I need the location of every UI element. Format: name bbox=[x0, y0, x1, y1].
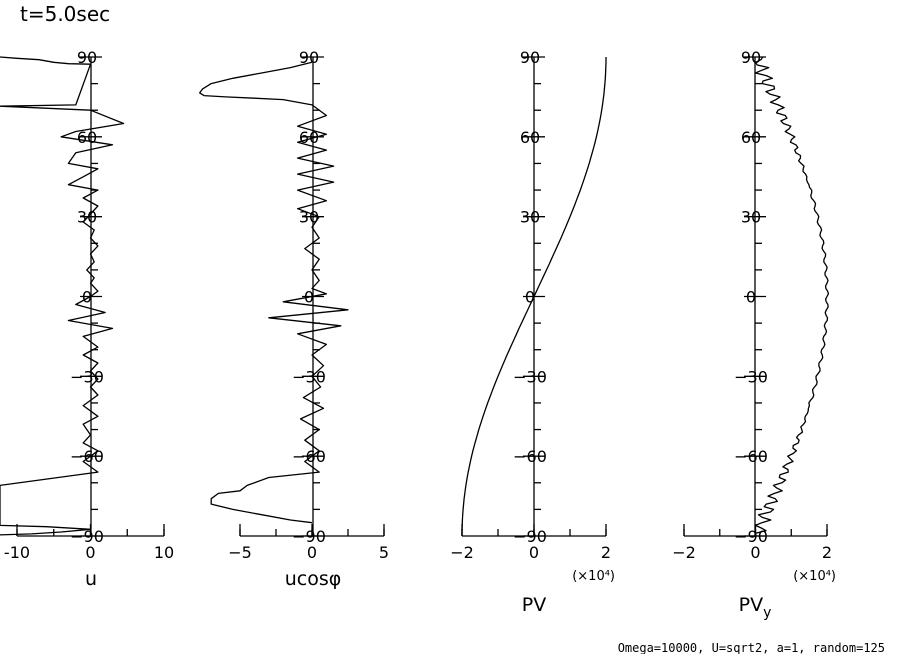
ucos-y-tick-label: 30 bbox=[299, 208, 319, 227]
pv-y-tick-label: 0 bbox=[525, 288, 535, 307]
pv-x-tick-label: 2 bbox=[601, 543, 611, 562]
pv-series-line bbox=[461, 57, 607, 536]
u-x-tick-label: 10 bbox=[154, 543, 174, 562]
u-y-tick-label: 90 bbox=[77, 48, 97, 67]
pv-y-tick-label: −30 bbox=[513, 367, 547, 386]
pvy-x-tick-label: −2 bbox=[672, 543, 696, 562]
ucos-series-line bbox=[199, 61, 349, 524]
pvy-y-tick-label: 0 bbox=[746, 288, 756, 307]
pvy-multiplier: (×10⁴) bbox=[793, 569, 836, 584]
pvy-y-tick-label: −60 bbox=[734, 447, 768, 466]
u-x-tick-label: -10 bbox=[4, 543, 30, 562]
ucos-x-tick-label: −5 bbox=[228, 543, 252, 562]
ucos-x-tick-label: 5 bbox=[379, 543, 389, 562]
pv-x-label: PV bbox=[522, 594, 546, 616]
ucos-y-tick-label: 90 bbox=[299, 48, 319, 67]
u-y-tick-label: −30 bbox=[70, 367, 104, 386]
u-y-tick-label: −60 bbox=[70, 447, 104, 466]
pvy-x-tick-label: 0 bbox=[750, 543, 760, 562]
pv-y-tick-label: 30 bbox=[520, 208, 540, 227]
u-series-line bbox=[0, 56, 125, 536]
pvy-y-tick-label: −30 bbox=[734, 367, 768, 386]
ucos-y-tick-label: 60 bbox=[299, 128, 319, 147]
ucos-x-label: ucosφ bbox=[285, 568, 342, 590]
pvy-series-line bbox=[754, 56, 830, 536]
pv-y-tick-label: −60 bbox=[513, 447, 547, 466]
pvy-x-tick-label: 2 bbox=[822, 543, 832, 562]
ucos-x-tick-label: 0 bbox=[307, 543, 317, 562]
pv-multiplier: (×10⁴) bbox=[572, 569, 615, 584]
footer-parameters: Omega=10000, U=sqrt2, a=1, random=125 bbox=[618, 641, 885, 654]
pv-y-tick-label: 60 bbox=[520, 128, 540, 147]
pvy-x-label: PVy bbox=[739, 594, 772, 621]
pvy-y-tick-label: 90 bbox=[741, 48, 761, 67]
pv-y-tick-label: 90 bbox=[520, 48, 540, 67]
u-x-label: u bbox=[85, 568, 97, 590]
figure-title: t=5.0sec bbox=[20, 2, 110, 26]
pvy-x-label-subscript: y bbox=[763, 605, 771, 621]
ucos-y-tick-label: −30 bbox=[292, 367, 326, 386]
u-y-tick-label: 0 bbox=[82, 288, 92, 307]
pv-x-tick-label: −2 bbox=[450, 543, 474, 562]
pvy-y-tick-label: 30 bbox=[741, 208, 761, 227]
ucos-y-tick-label: −60 bbox=[292, 447, 326, 466]
pv-x-tick-label: 0 bbox=[529, 543, 539, 562]
u-x-tick-label: 0 bbox=[85, 543, 95, 562]
pvy-y-tick-label: 60 bbox=[741, 128, 761, 147]
